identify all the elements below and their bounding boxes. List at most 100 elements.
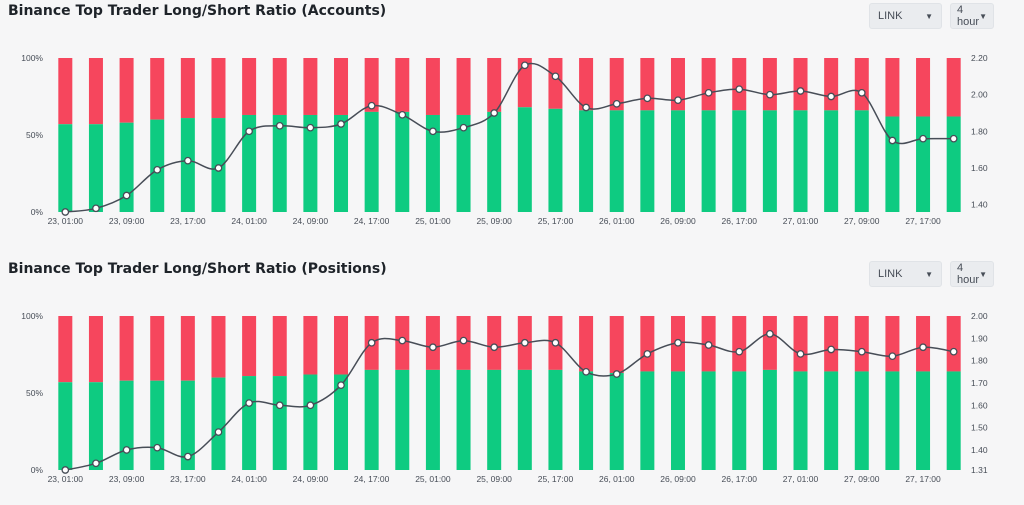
- x-axis-tick-label: 27, 09:00: [844, 474, 880, 484]
- ratio-point: [61, 466, 70, 474]
- short-bar: [579, 58, 594, 111]
- ratio-point: [551, 338, 560, 347]
- x-axis-tick-label: 27, 01:00: [783, 216, 819, 226]
- accounts-panel: Binance Top Trader Long/Short Ratio (Acc…: [0, 0, 1024, 247]
- ratio-point: [367, 338, 376, 347]
- long-bar: [701, 371, 716, 470]
- right-axis-tick-label: 1.40: [971, 200, 988, 210]
- x-axis-tick-label: 26, 17:00: [722, 474, 758, 484]
- long-bar: [58, 382, 73, 470]
- short-bar: [946, 58, 961, 117]
- ratio-point: [275, 401, 284, 410]
- long-bar: [885, 116, 900, 212]
- long-bar: [242, 114, 257, 212]
- right-axis-tick-label: 1.60: [971, 400, 988, 410]
- x-axis-tick-label: 26, 09:00: [660, 474, 696, 484]
- ratio-point: [490, 109, 499, 117]
- ratio-point: [214, 428, 223, 436]
- ratio-point: [429, 343, 437, 352]
- short-bar: [88, 58, 103, 125]
- short-bar: [211, 58, 226, 119]
- x-axis-tick-label: 24, 09:00: [293, 216, 329, 226]
- long-bar: [364, 111, 379, 212]
- long-bar: [180, 118, 195, 212]
- short-bar: [854, 58, 869, 111]
- short-bar: [609, 316, 624, 373]
- short-bar: [456, 58, 471, 115]
- short-bar: [180, 58, 195, 119]
- long-bar: [548, 108, 563, 212]
- x-axis-tick-label: 24, 17:00: [354, 474, 390, 484]
- long-bar: [487, 369, 502, 470]
- short-bar: [150, 58, 165, 120]
- short-bar: [946, 316, 961, 372]
- long-bar: [640, 110, 655, 212]
- symbol-select[interactable]: LINK ▼: [869, 261, 942, 287]
- ratio-point: [184, 156, 192, 165]
- symbol-select-value: LINK: [878, 268, 903, 280]
- period-select[interactable]: 4 hour ▼: [950, 261, 994, 287]
- long-bar: [425, 369, 440, 470]
- short-bar: [242, 58, 257, 115]
- short-bar: [548, 58, 563, 109]
- short-bar: [119, 58, 134, 123]
- ratio-point: [674, 338, 682, 347]
- ratio-point: [674, 96, 682, 105]
- right-axis-tick-label: 1.70: [971, 378, 988, 388]
- right-axis-tick-label: 1.31: [971, 465, 988, 475]
- short-bar: [211, 316, 226, 378]
- short-bar: [670, 58, 685, 111]
- short-bar: [58, 316, 73, 383]
- long-bar: [456, 369, 471, 470]
- long-bar: [395, 111, 410, 212]
- x-axis-tick-label: 23, 09:00: [109, 474, 145, 484]
- short-bar: [88, 316, 103, 383]
- ratio-point: [520, 61, 529, 70]
- ratio-point: [735, 347, 744, 356]
- short-bar: [854, 316, 869, 372]
- x-axis-tick-label: 27, 01:00: [783, 474, 819, 484]
- long-bar: [824, 110, 839, 212]
- long-bar: [303, 114, 318, 212]
- x-axis-tick-label: 23, 17:00: [170, 216, 206, 226]
- long-bar: [272, 114, 287, 212]
- long-bar: [732, 110, 747, 212]
- short-bar: [242, 316, 257, 377]
- long-bar: [916, 371, 931, 470]
- ratio-point: [122, 446, 131, 454]
- ratio-point: [184, 452, 192, 461]
- ratio-point: [827, 345, 836, 354]
- x-axis-tick-label: 23, 09:00: [109, 216, 145, 226]
- ratio-point: [857, 88, 866, 97]
- long-bar: [670, 110, 685, 212]
- short-bar: [762, 316, 777, 370]
- long-bar: [119, 122, 134, 212]
- long-bar: [272, 376, 287, 470]
- ratio-point: [367, 101, 376, 110]
- short-bar: [334, 316, 349, 375]
- long-bar: [150, 119, 165, 212]
- ratio-point: [459, 336, 468, 345]
- ratio-point: [520, 338, 529, 347]
- short-bar: [762, 58, 777, 111]
- ratio-point: [612, 99, 621, 108]
- short-bar: [58, 58, 73, 125]
- x-axis-tick-label: 24, 01:00: [231, 474, 267, 484]
- ratio-point: [919, 134, 927, 143]
- x-axis-tick-label: 27, 17:00: [905, 474, 941, 484]
- ratio-point: [551, 72, 560, 81]
- short-bar: [640, 316, 655, 372]
- left-axis-tick-label: 100%: [21, 311, 43, 321]
- long-bar: [88, 124, 103, 212]
- positions-chart-title: Binance Top Trader Long/Short Ratio (Pos…: [8, 261, 387, 277]
- symbol-select[interactable]: LINK ▼: [869, 3, 942, 29]
- ratio-point: [796, 350, 805, 358]
- x-axis-tick-label: 23, 01:00: [48, 216, 84, 226]
- short-bar: [334, 58, 349, 115]
- short-bar: [150, 316, 165, 381]
- chevron-down-icon: ▼: [979, 11, 987, 21]
- left-axis-tick-label: 0%: [31, 207, 44, 217]
- ratio-point: [582, 367, 590, 376]
- long-bar: [885, 371, 900, 470]
- period-select[interactable]: 4 hour ▼: [950, 3, 994, 29]
